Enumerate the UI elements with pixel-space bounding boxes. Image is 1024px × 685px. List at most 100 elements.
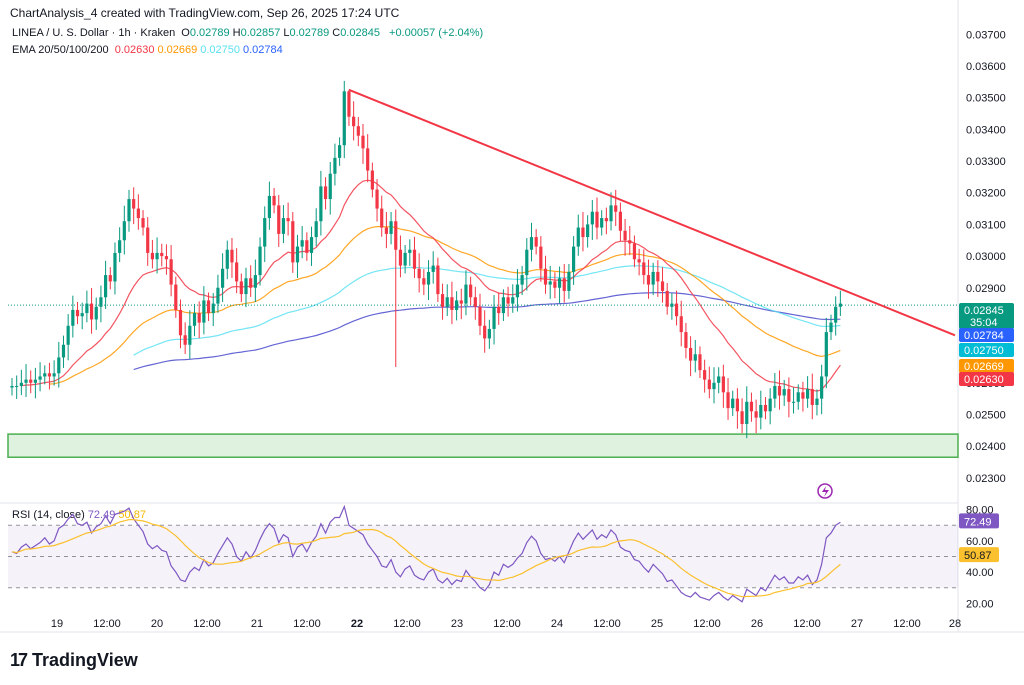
price-tick-label: 0.02400 [966,441,1006,453]
candle-body [656,271,660,282]
candle-body [665,290,669,307]
time-tick-label: 12:00 [593,618,621,630]
candle-body [66,325,70,345]
candle-body [108,275,112,282]
price-tick-label: 0.03200 [966,188,1006,200]
candle-body [15,385,19,387]
candle-body [183,335,187,345]
candle-body [258,246,262,276]
candle-body [291,221,295,263]
candle-body [174,284,178,310]
brand-name: TradingView [32,650,138,670]
candle-body [604,218,608,222]
candle-body [221,268,225,288]
candle-body [674,303,679,317]
candle-body [178,309,183,336]
time-tick-label: 27 [851,618,863,630]
candle-body [791,401,796,403]
rsi-tag-value: 72.49 [964,516,992,528]
candle-body [366,148,370,171]
price-tick-label: 0.03400 [966,124,1006,136]
time-tick-label: 12:00 [493,618,521,630]
candle-body [637,259,641,263]
time-tick-label: 12:00 [893,618,921,630]
candle-body [431,265,435,272]
candle-body [576,227,580,247]
time-tick-label: 12:00 [693,618,721,630]
candle-body [464,284,468,304]
ohlc-value-C: 0.02845 [340,27,380,39]
candle-body [29,379,33,383]
candle-body [618,211,622,231]
time-tick-label: 12:00 [293,618,321,630]
candle-body [281,218,286,234]
candle-body [328,173,332,200]
rsi-tick-label: 20.00 [966,598,994,610]
candle-body [777,385,782,396]
candle-body [684,332,688,348]
candle-body [230,249,234,263]
ema-values: 0.02630 0.02669 0.02750 0.02784 [115,44,286,56]
time-tick-label: 20 [151,618,163,630]
candle-body [10,385,14,388]
candle-body [815,398,819,405]
ohlc-label-L: L [283,27,290,39]
candle-body [113,252,117,282]
candle-body [356,126,360,136]
candle-body [679,316,683,333]
candle-body [829,322,833,333]
ema-value-0: 0.02630 [114,44,155,56]
candle-body [473,297,477,307]
candle-body [628,240,632,244]
candle-body [347,91,351,117]
candle-body [497,306,501,314]
candle-body [754,411,758,418]
ohlc-value-H: 0.02857 [240,27,281,39]
price-tick-label: 0.02300 [966,473,1006,485]
candle-body [202,300,206,323]
candle-body [534,237,538,247]
candle-body [57,357,61,374]
flash-icon [822,486,829,497]
candle-body [492,306,496,329]
candle-body [459,300,463,304]
candle-body [295,246,300,263]
candle-body [99,297,103,307]
symbol-title[interactable]: LINEA / U. S. Dollar · 1h · Kraken [12,27,176,39]
rsi-tag-value: 50.87 [964,550,992,562]
candle-body [581,227,585,238]
price-tick-label: 0.03100 [966,219,1006,231]
candle-body [759,404,763,418]
rsi-label[interactable]: RSI (14, close) [12,509,85,521]
candle-body [670,303,674,307]
candle-body [24,379,28,383]
candle-body [277,205,281,234]
candle-body [309,237,314,253]
candle-body [632,243,637,260]
candle-body [272,195,276,206]
candle-body [436,265,440,295]
rsi-tick-label: 40.00 [966,567,994,579]
candle-body [445,297,449,307]
candle-body [239,281,243,295]
candle-body [501,297,505,314]
candle-body [586,224,590,238]
candle-body [188,325,192,345]
candle-body [132,199,136,209]
candle-body [810,389,814,405]
candle-body [572,246,576,272]
candle-body [249,278,253,288]
price-tick-label: 0.03300 [966,156,1006,168]
candle-body [47,373,52,377]
candle-body [511,297,515,304]
candle-body [543,268,548,285]
candle-body [834,306,838,323]
ema200-line [133,292,841,371]
price-tag-value: 0.02669 [964,361,1004,373]
time-tick-label: 12:00 [193,618,221,630]
ema-label[interactable]: EMA 20/50/100/200 [12,44,109,56]
candle-body [763,404,768,412]
candle-body [33,379,37,383]
price-tag [959,359,1014,373]
